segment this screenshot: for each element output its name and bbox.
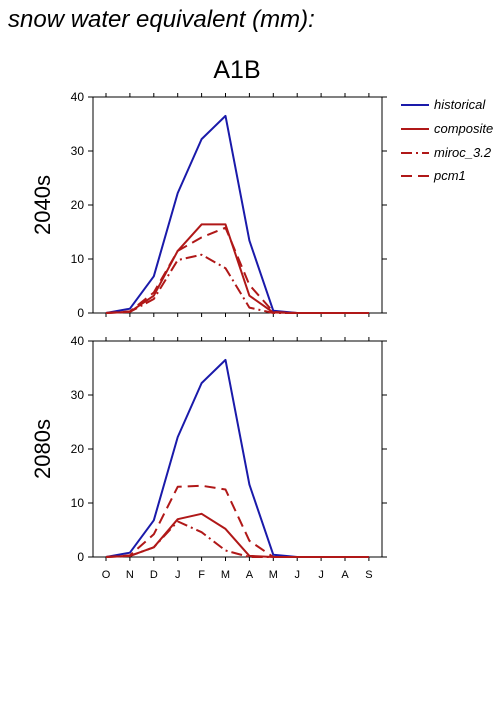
panel-label-2040s: 2040s (30, 175, 55, 235)
x-tick-label: J (175, 569, 181, 581)
panel-label-2080s: 2080s (30, 419, 55, 479)
y-tick-label: 20 (71, 442, 85, 456)
y-tick-label: 30 (71, 388, 85, 402)
y-tick-label: 40 (71, 334, 85, 348)
chart-panel-2080s: 0 10 20 30 40 O N D J F M A M J J A S 2080s (30, 334, 387, 581)
y-tick-label: 0 (77, 550, 84, 564)
plot-frame (92, 340, 383, 558)
x-tick-label: J (318, 569, 324, 581)
x-tick-label: F (198, 569, 205, 581)
x-tick-label: S (365, 569, 372, 581)
y-tick-label: 10 (71, 496, 85, 510)
legend-item-miroc: miroc_3.2 (400, 143, 501, 165)
series-line-pcm1 (105, 226, 369, 314)
x-tick-label: J (294, 569, 300, 581)
legend-label: miroc_3.2 (434, 145, 492, 160)
legend-line-pcm1 (401, 175, 429, 177)
legend-line-historical (401, 104, 429, 106)
plot-frame (92, 96, 383, 314)
series-line-pcm1 (105, 484, 369, 558)
y-tick-label: 30 (71, 144, 85, 158)
chart-panel-2040s: 0 10 20 30 40 2040s (30, 90, 387, 320)
x-tick-label: O (102, 569, 111, 581)
scenario-title: A1B (213, 56, 261, 84)
series-line-composite (105, 223, 369, 314)
series-line-historical (105, 114, 369, 314)
y-tick-label: 10 (71, 252, 85, 266)
figure-title: snow water equivalent (mm): (8, 6, 315, 33)
x-tick-label: N (126, 569, 134, 581)
y-tick-label: 20 (71, 198, 85, 212)
legend-item-historical: historical (400, 95, 501, 117)
x-tick-label: D (150, 569, 158, 581)
x-tick-label: A (341, 569, 349, 581)
series-line-miroc_3.2 (105, 520, 369, 558)
series-line-composite (105, 512, 369, 558)
legend-label: pcm1 (434, 168, 466, 183)
legend-item-pcm1: pcm1 (400, 166, 501, 188)
legend-line-miroc (401, 152, 429, 154)
series-line-miroc_3.2 (105, 253, 369, 314)
x-tick-label: A (246, 569, 254, 581)
legend-label: historical (434, 97, 486, 112)
x-tick-label: M (221, 569, 230, 581)
x-tick-label: M (269, 569, 278, 581)
legend-label: composite (434, 121, 494, 136)
y-tick-label: 0 (77, 306, 84, 320)
y-tick-label: 40 (71, 90, 85, 104)
legend-line-composite (401, 128, 429, 130)
series-line-historical (105, 358, 369, 558)
legend-item-composite: composite (400, 119, 501, 141)
